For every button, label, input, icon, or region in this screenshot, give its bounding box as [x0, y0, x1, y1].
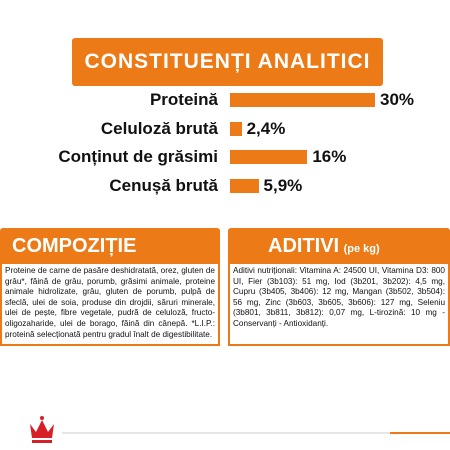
title: CONSTITUENȚI ANALITICI: [72, 38, 383, 86]
value-label: 16%: [312, 147, 347, 166]
footer: [30, 416, 450, 443]
category-label: Proteină: [149, 90, 218, 109]
value-label: 5,9%: [263, 176, 303, 195]
composition-text: Proteine de carne de pasăre deshidratată…: [0, 262, 220, 346]
composition-title: COMPOZIȚIE: [0, 228, 220, 264]
value-label: 30%: [380, 90, 415, 109]
additives-text: Aditivi nutriționali: Vitamina A: 24500 …: [228, 262, 450, 346]
additives-unit: (pe kg): [343, 243, 380, 255]
category-label: Conținut de grăsimi: [58, 147, 218, 166]
additives-title: ADITIVI: [268, 235, 340, 257]
category-label: Cenușă brută: [109, 176, 218, 195]
logo: [30, 416, 54, 443]
bar: [230, 150, 308, 164]
category-label: Celuloză brută: [100, 119, 218, 138]
bar: [230, 93, 375, 107]
bar: [230, 179, 259, 193]
value-label: 2,4%: [246, 119, 286, 138]
additives-header: ADITIVI (pe kg): [228, 228, 450, 264]
bar: [230, 122, 242, 136]
